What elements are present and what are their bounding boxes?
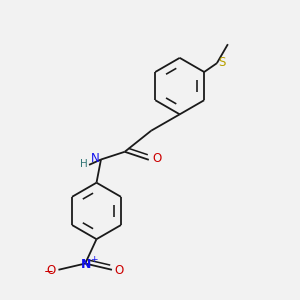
Text: −: − xyxy=(44,265,54,278)
Text: H: H xyxy=(80,159,88,169)
Text: O: O xyxy=(152,152,162,165)
Text: N: N xyxy=(91,152,100,165)
Text: S: S xyxy=(218,56,226,69)
Text: +: + xyxy=(90,255,97,264)
Text: N: N xyxy=(81,258,91,271)
Text: O: O xyxy=(114,264,124,277)
Text: O: O xyxy=(47,264,56,277)
